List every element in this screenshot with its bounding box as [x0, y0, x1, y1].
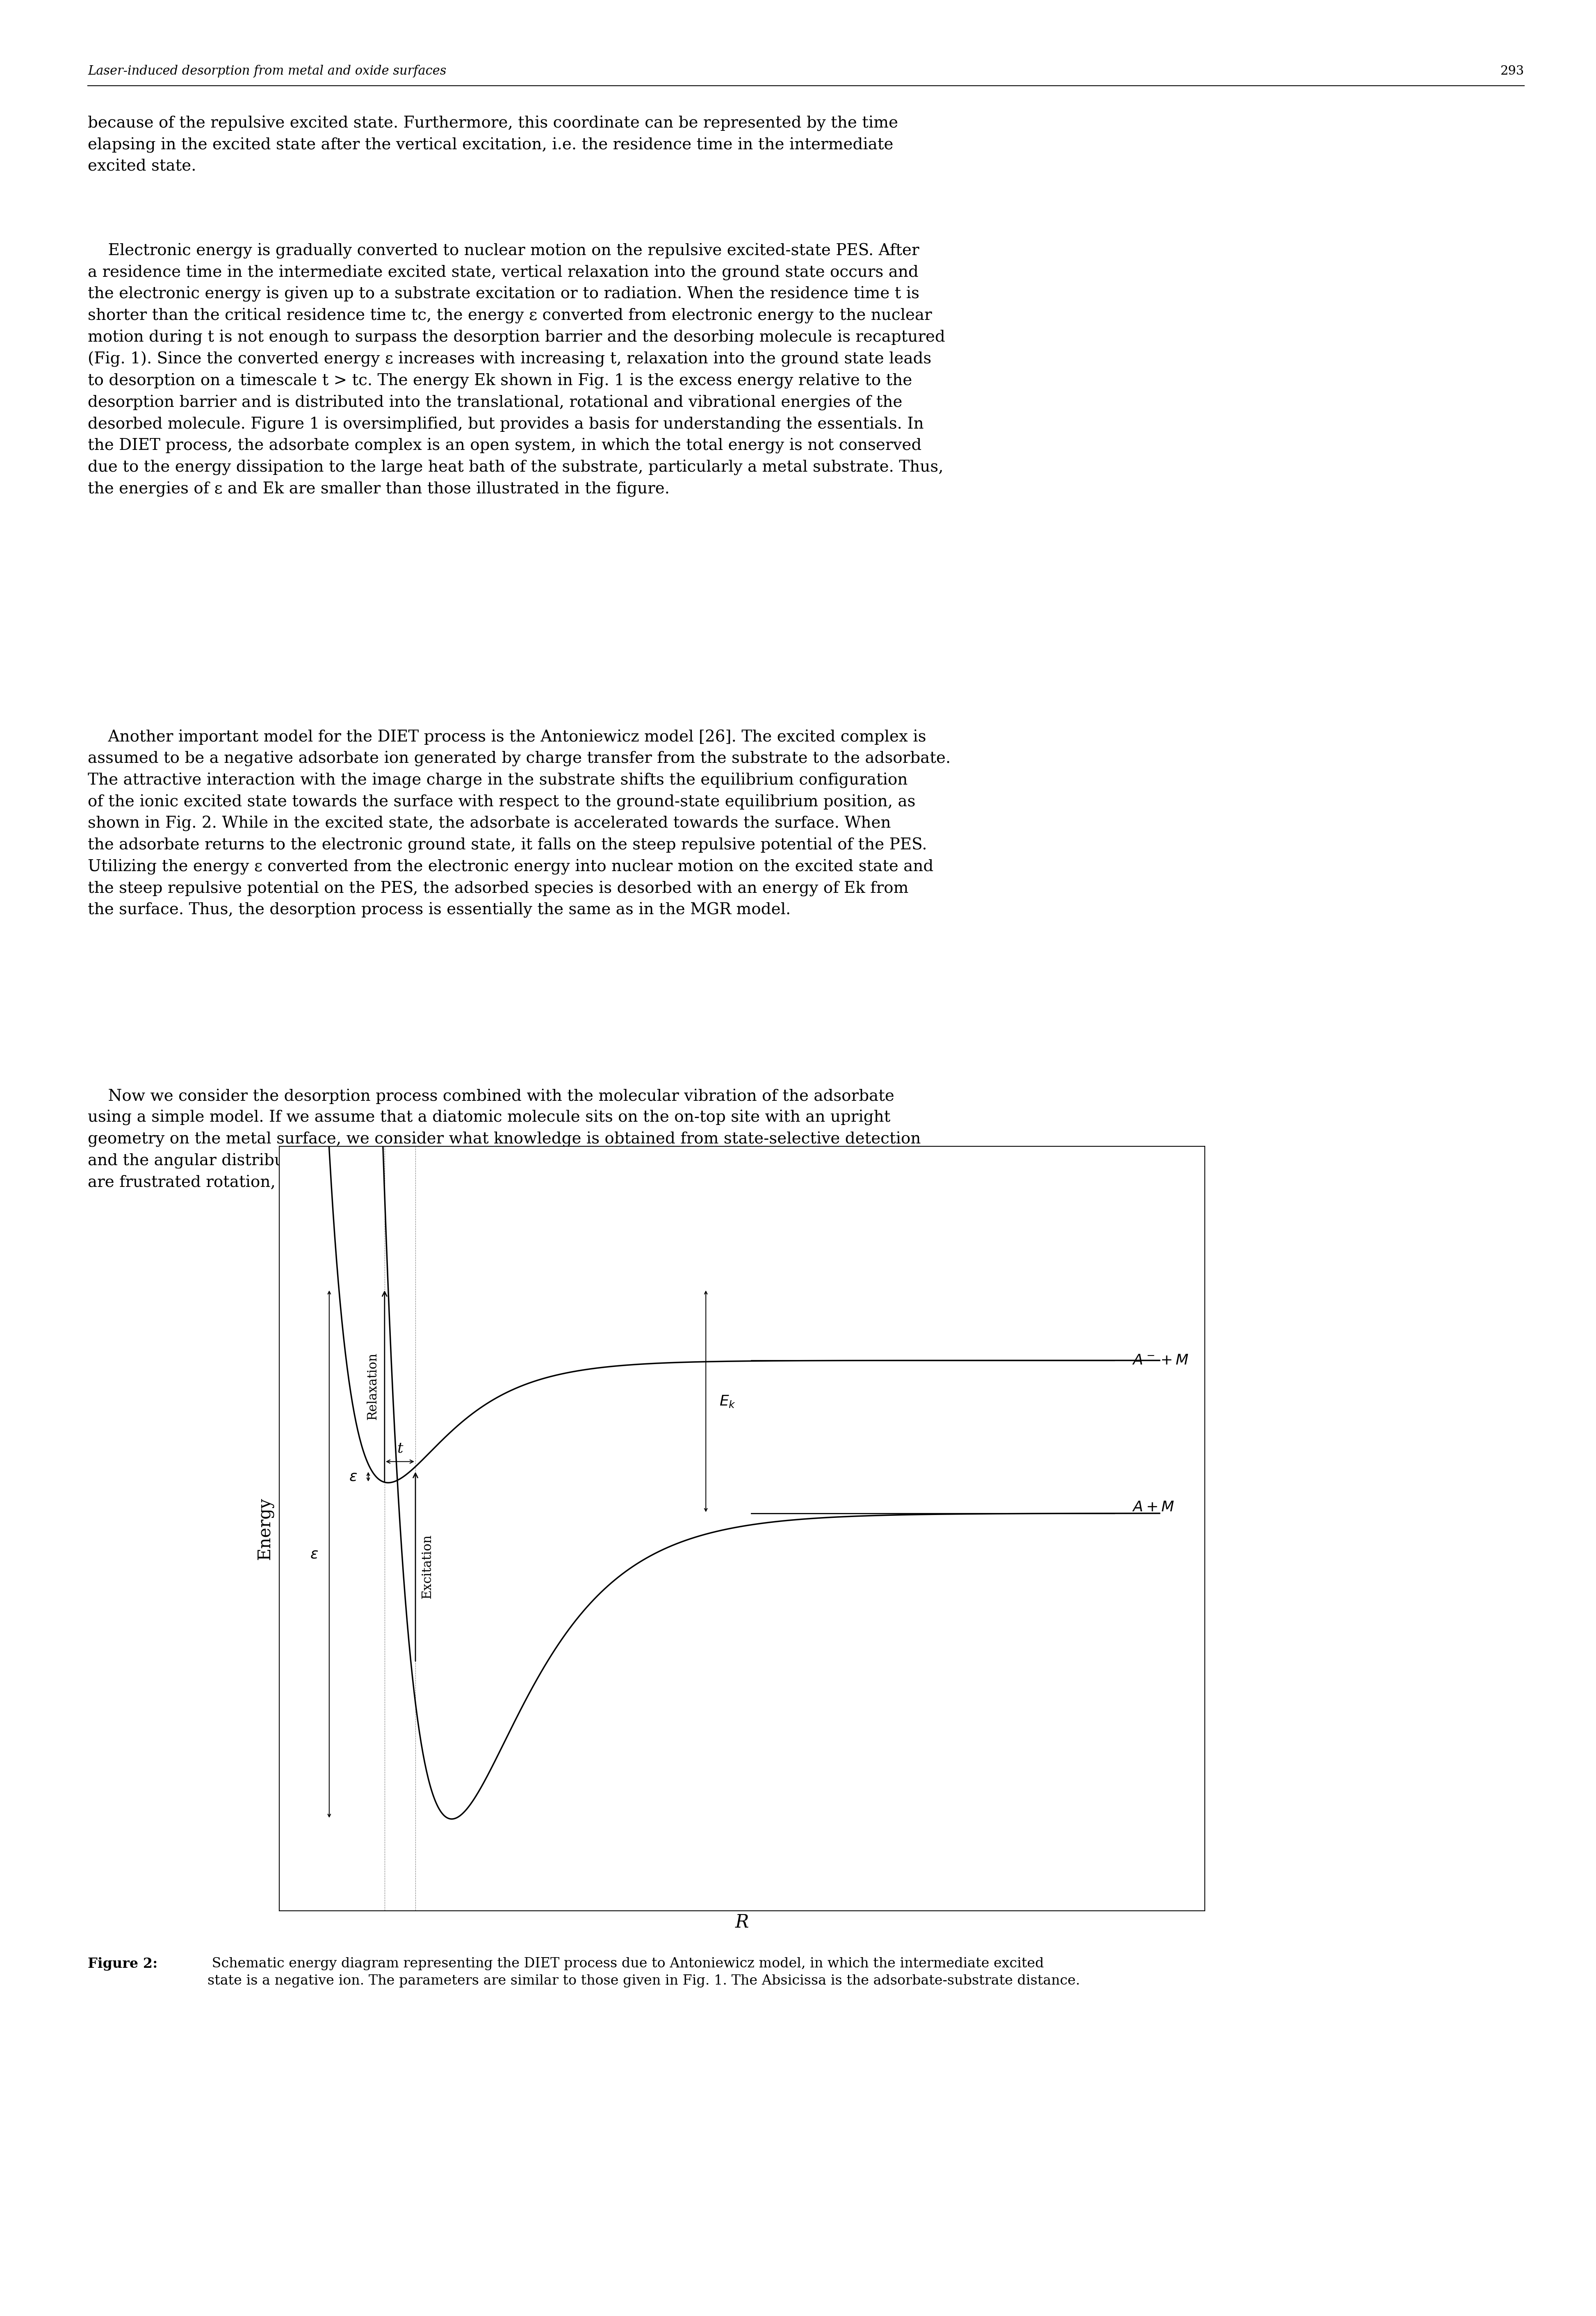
- Text: 293: 293: [1500, 65, 1524, 76]
- Text: t: t: [397, 1441, 402, 1454]
- Text: because of the repulsive excited state. Furthermore, this coordinate can be repr: because of the repulsive excited state. …: [88, 116, 899, 174]
- Text: Electronic energy is gradually converted to nuclear motion on the repulsive exci: Electronic energy is gradually converted…: [88, 243, 945, 498]
- Text: $\varepsilon$: $\varepsilon$: [350, 1471, 358, 1485]
- Text: Another important model for the DIET process is the Antoniewicz model [26]. The : Another important model for the DIET pro…: [88, 730, 951, 917]
- Text: $\varepsilon$: $\varepsilon$: [310, 1547, 318, 1561]
- X-axis label: R: R: [736, 1913, 749, 1932]
- Text: Now we consider the desorption process combined with the molecular vibration of : Now we consider the desorption process c…: [88, 1089, 948, 1190]
- Y-axis label: Energy: Energy: [257, 1498, 273, 1559]
- Text: Relaxation: Relaxation: [367, 1353, 380, 1420]
- Text: $E_k$: $E_k$: [720, 1394, 736, 1408]
- Text: $A^- + M$: $A^- + M$: [1133, 1353, 1189, 1366]
- Text: Schematic energy diagram representing the DIET process due to Antoniewicz model,: Schematic energy diagram representing th…: [207, 1957, 1080, 1987]
- Text: $A + M$: $A + M$: [1133, 1501, 1175, 1515]
- Text: Excitation: Excitation: [421, 1533, 434, 1598]
- Text: Laser-induced desorption from metal and oxide surfaces: Laser-induced desorption from metal and …: [88, 65, 447, 76]
- Text: Figure 2:: Figure 2:: [88, 1957, 158, 1971]
